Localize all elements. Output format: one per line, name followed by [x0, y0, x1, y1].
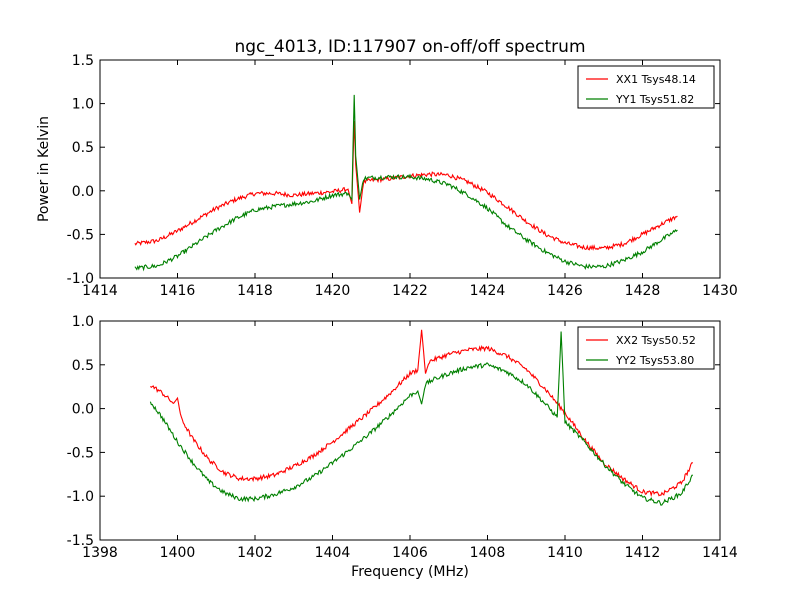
- x-tick-label: 1424: [470, 283, 506, 299]
- y-tick-label: -0.5: [67, 445, 94, 461]
- legend-label: YY1 Tsys51.82: [615, 93, 694, 106]
- y-tick-label: 0.0: [72, 402, 94, 418]
- x-tick-label: 1408: [470, 545, 506, 561]
- x-axis-label: Frequency (MHz): [351, 564, 469, 580]
- plot-layers: 1414 1416 1418 1420 1422 1424 1426 1428 1430 -1.0…: [67, 53, 738, 561]
- x-tick-label: 1414: [82, 283, 118, 299]
- y-tick-label: 1.0: [72, 97, 94, 113]
- legend-label: XX1 Tsys48.14: [616, 73, 696, 86]
- y-tick-label: -1.0: [67, 489, 94, 505]
- legend-label: XX2 Tsys50.52: [616, 334, 696, 347]
- legend-box-2: [577, 326, 715, 370]
- y-axis-label: Power in Kelvin: [36, 116, 52, 222]
- x-tick-label: 1400: [160, 545, 196, 561]
- x-tick-label: 1412: [625, 545, 661, 561]
- x-tick-label: 1426: [547, 283, 583, 299]
- y-tick-label: 1.0: [72, 314, 94, 330]
- y-tick-label: -1.5: [67, 533, 94, 549]
- legend-box-1: [577, 65, 715, 109]
- y-tick-label: -0.5: [67, 227, 94, 243]
- series-line-1-2: [134, 94, 678, 272]
- subplot-2: 1398 1400 1402 1404 1406 1408 1410 1412 1414 -1.5…: [67, 314, 738, 561]
- chart-title: ngc_4013, ID:117907 on-off/off spectrum: [234, 37, 585, 57]
- x-tick-label: 1414: [702, 545, 738, 561]
- series-line-2-2: [149, 331, 693, 506]
- x-tick-label: 1422: [392, 283, 428, 299]
- x-tick-label: 1420: [315, 283, 351, 299]
- x-tick-label: 1402: [237, 545, 273, 561]
- x-tick-label: 1406: [392, 545, 428, 561]
- x-tick-label: 1398: [82, 545, 118, 561]
- x-tick-label: 1428: [625, 283, 661, 299]
- y-tick-label: 1.5: [72, 53, 94, 69]
- y-tick-label: 0.5: [72, 358, 94, 374]
- y-tick-label: 0.5: [72, 140, 94, 156]
- x-tick-label: 1404: [315, 545, 351, 561]
- legend-label: YY2 Tsys53.80: [615, 354, 694, 367]
- x-tick-label: 1418: [237, 283, 273, 299]
- x-tick-label: 1416: [160, 283, 196, 299]
- x-tick-label: 1410: [547, 545, 583, 561]
- y-tick-label: -1.0: [67, 271, 94, 287]
- x-tick-label: 1430: [702, 283, 738, 299]
- subplot-1: 1414 1416 1418 1420 1422 1424 1426 1428 1430 -1.0…: [67, 53, 738, 299]
- y-tick-label: 0.0: [72, 184, 94, 200]
